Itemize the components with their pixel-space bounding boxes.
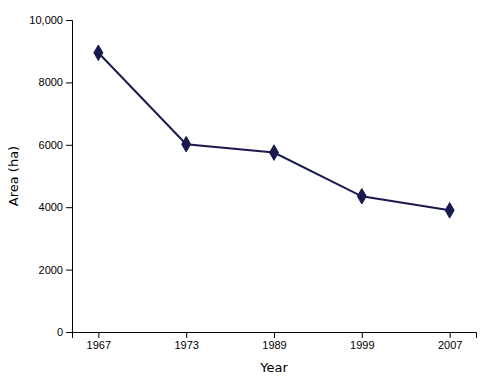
x-tick-mark (362, 332, 363, 338)
x-axis-title: Year (259, 360, 288, 375)
y-tick-label: 8000 (39, 76, 63, 88)
y-tick-mark (66, 332, 72, 333)
x-tick: 1999 (350, 332, 374, 351)
point (182, 136, 191, 152)
y-tick: 6000 (39, 139, 72, 151)
y-tick-label: 0 (57, 326, 63, 338)
x-tick-mark (450, 332, 451, 338)
y-tick-label: 2000 (39, 264, 63, 276)
y-tick: 4000 (39, 201, 72, 213)
marks (94, 45, 454, 218)
x-axis-line (73, 333, 477, 339)
y-tick: 0 (57, 326, 72, 338)
x-tick: 2007 (438, 332, 462, 351)
y-axis-title: Area (ha) (6, 146, 21, 206)
x-tick-mark (274, 332, 275, 338)
y-tick-mark (66, 82, 72, 83)
plot: 1967 1973 1989 1999 2007 0 2000 4000 6000 8000 10,… (29, 14, 476, 351)
x-axis: 1967 1973 1989 1999 2007 (73, 332, 477, 351)
y-tick: 8000 (39, 76, 72, 88)
x-tick: 1989 (262, 332, 286, 351)
y-tick-label: 10,000 (29, 14, 63, 26)
chart: 1967 1973 1989 1999 2007 0 2000 4000 6000 8000 10,… (0, 0, 500, 384)
line (98, 53, 449, 211)
point (270, 145, 279, 161)
point (357, 188, 366, 204)
y-tick: 2000 (39, 264, 72, 276)
y-axis-line (66, 21, 73, 333)
y-tick-label: 4000 (39, 201, 63, 213)
point (94, 45, 103, 61)
y-tick-mark (66, 207, 72, 208)
x-tick-label: 1989 (262, 339, 286, 351)
x-tick: 1967 (87, 332, 111, 351)
y-tick: 10,000 (29, 14, 72, 26)
x-tick-label: 1967 (87, 339, 111, 351)
x-tick-label: 2007 (438, 339, 462, 351)
x-tick: 1973 (174, 332, 198, 351)
point (445, 203, 454, 219)
y-axis: 0 2000 4000 6000 8000 10,000 (29, 14, 72, 338)
x-tick-mark (98, 332, 99, 338)
x-tick-label: 1999 (350, 339, 374, 351)
y-tick-mark (66, 20, 72, 21)
y-tick-mark (66, 145, 72, 146)
y-tick-label: 6000 (39, 139, 63, 151)
x-tick-mark (186, 332, 187, 338)
x-tick-label: 1973 (174, 339, 198, 351)
y-tick-mark (66, 270, 72, 271)
